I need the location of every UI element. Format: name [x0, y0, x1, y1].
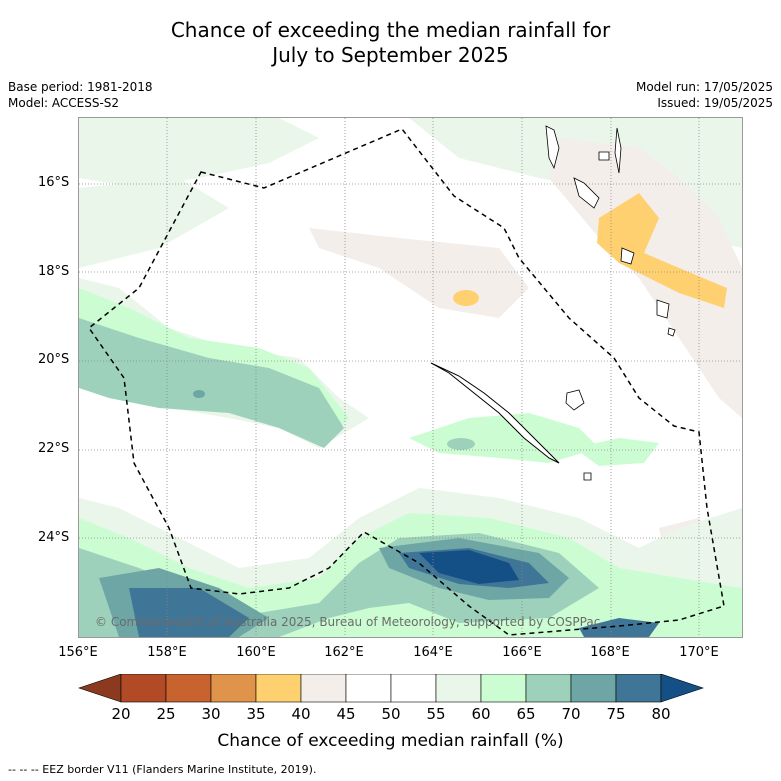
meta-left: Base period: 1981-2018 Model: ACCESS-S2 — [8, 79, 153, 111]
lon-label-162e: 162°E — [324, 645, 364, 660]
title-line-2: July to September 2025 — [272, 43, 509, 67]
colorbar-segment — [255, 674, 302, 703]
copyright-notice: © Commonwealth of Australia 2025, Bureau… — [95, 615, 601, 629]
colorbar-segment — [120, 674, 167, 703]
colorbar-tick-50: 50 — [381, 705, 401, 723]
lon-label-168e: 168°E — [590, 645, 630, 660]
lat-label-18s: 18°S — [38, 264, 70, 279]
lon-label-164e: 164°E — [413, 645, 453, 660]
colorbar-tick-80: 80 — [651, 705, 671, 723]
colorbar-label: Chance of exceeding median rainfall (%) — [217, 731, 564, 751]
colorbar-tick-45: 45 — [336, 705, 356, 723]
model-name: Model: ACCESS-S2 — [8, 96, 120, 110]
meta-right: Model run: 17/05/2025 Issued: 19/05/2025 — [636, 79, 773, 111]
lat-label-16s: 16°S — [38, 175, 70, 190]
lon-label-156e: 156°E — [58, 645, 98, 660]
colorbar-segment — [165, 674, 212, 703]
map-title: Chance of exceeding the median rainfall … — [0, 18, 781, 68]
issued-date: Issued: 19/05/2025 — [657, 96, 773, 110]
colorbar — [78, 674, 704, 703]
colorbar-tick-70: 70 — [561, 705, 581, 723]
colorbar-tick-55: 55 — [426, 705, 446, 723]
colorbar-segment — [435, 674, 482, 703]
colorbar-segment — [525, 674, 572, 703]
base-period: Base period: 1981-2018 — [8, 80, 153, 94]
colorbar-extend-low — [78, 674, 122, 703]
colorbar-tick-40: 40 — [291, 705, 311, 723]
lon-label-160e: 160°E — [236, 645, 276, 660]
colorbar-segment — [300, 674, 347, 703]
lat-label-22s: 22°S — [38, 441, 70, 456]
lat-label-24s: 24°S — [38, 530, 70, 545]
colorbar-segment — [615, 674, 662, 703]
model-run: Model run: 17/05/2025 — [635, 80, 773, 94]
colorbar-segment — [570, 674, 617, 703]
colorbar-tick-25: 25 — [156, 705, 176, 723]
colorbar-segment — [210, 674, 257, 703]
colorbar-tick-35: 35 — [246, 705, 266, 723]
rainfall-map — [78, 117, 743, 638]
colorbar-tick-60: 60 — [471, 705, 491, 723]
colorbar-tick-30: 30 — [201, 705, 221, 723]
colorbar-segment — [345, 674, 392, 703]
colorbar-segment — [480, 674, 527, 703]
colorbar-tick-65: 65 — [516, 705, 536, 723]
lon-label-170e: 170°E — [679, 645, 719, 660]
colorbar-tick-20: 20 — [111, 705, 131, 723]
colorbar-extend-high — [660, 674, 704, 703]
lat-label-20s: 20°S — [38, 352, 70, 367]
colorbar-segment — [390, 674, 437, 703]
lon-label-166e: 166°E — [502, 645, 542, 660]
lon-label-158e: 158°E — [147, 645, 187, 660]
map-canvas — [79, 118, 742, 637]
colorbar-tick-75: 75 — [606, 705, 626, 723]
title-line-1: Chance of exceeding the median rainfall … — [170, 18, 611, 42]
eez-footnote: -- -- -- EEZ border V11 (Flanders Marine… — [8, 763, 317, 776]
